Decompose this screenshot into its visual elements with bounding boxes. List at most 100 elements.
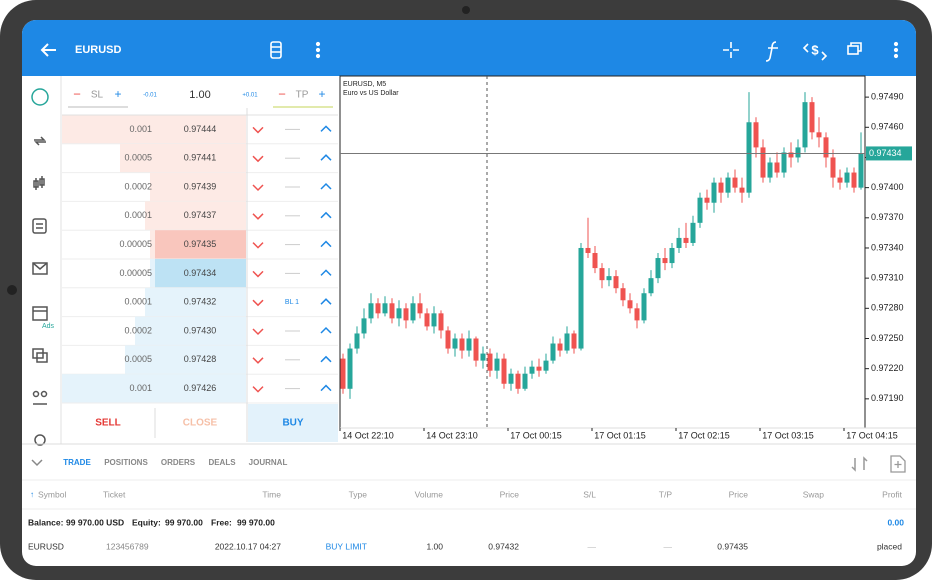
buy-chevron[interactable] xyxy=(320,154,332,161)
column-header[interactable]: Symbol xyxy=(38,489,66,499)
column-header[interactable]: Profit xyxy=(882,489,902,499)
candle-body xyxy=(494,358,500,371)
step-up[interactable]: +0.01 xyxy=(242,93,258,99)
candle-body xyxy=(522,373,528,389)
buy-chevron[interactable] xyxy=(320,384,332,392)
column-header[interactable]: Volume xyxy=(415,489,444,499)
y-tick-label: 0.97310 xyxy=(871,273,904,283)
column-header[interactable]: Price xyxy=(500,489,520,499)
sell-chevron[interactable] xyxy=(252,299,264,307)
cell[interactable]: 0.97435 xyxy=(717,541,748,551)
candle-body xyxy=(795,147,801,158)
depth-volume: 0.00005 xyxy=(119,239,152,249)
column-header[interactable]: Time xyxy=(262,489,281,499)
candle-body xyxy=(403,308,409,321)
tab[interactable]: DEALS xyxy=(208,458,236,467)
cell[interactable]: — xyxy=(588,541,597,551)
chart-subtitle: Euro vs US Dollar xyxy=(343,90,399,97)
sl-plus[interactable]: + xyxy=(114,87,121,101)
y-tick-label: 0.97340 xyxy=(871,242,904,252)
cell[interactable]: 1.00 xyxy=(426,541,443,551)
column-header[interactable]: Price xyxy=(729,489,749,499)
sell-chevron[interactable] xyxy=(252,184,264,192)
toolbar-icons[interactable]: $ xyxy=(270,41,899,62)
candle-body xyxy=(564,333,570,351)
column-header[interactable]: Type xyxy=(349,489,368,499)
buy-button[interactable]: BUY xyxy=(282,418,303,429)
cell[interactable]: EURUSD xyxy=(28,541,64,551)
tab[interactable]: JOURNAL xyxy=(249,458,288,467)
sell-chevron[interactable] xyxy=(252,126,264,134)
best-price xyxy=(155,230,246,259)
depth-price: 0.97441 xyxy=(184,153,217,163)
collapse-icon[interactable] xyxy=(31,459,43,467)
depth-price: 0.97432 xyxy=(184,297,217,307)
depth-volume: 0.0002 xyxy=(124,325,152,335)
sell-button[interactable]: SELL xyxy=(95,418,121,429)
cell[interactable]: 0.97432 xyxy=(488,541,519,551)
buy-chevron[interactable] xyxy=(320,240,332,248)
volume[interactable]: 1.00 xyxy=(189,89,210,101)
depth-volume: 0.00005 xyxy=(119,268,152,278)
step-down[interactable]: -0.01 xyxy=(143,93,157,99)
buy-chevron[interactable] xyxy=(320,211,332,219)
candle-body xyxy=(767,162,773,178)
cell[interactable]: 123456789 xyxy=(106,541,149,551)
sell-chevron[interactable] xyxy=(252,155,264,163)
buy-chevron[interactable] xyxy=(320,355,332,363)
cell[interactable]: BUY LIMIT xyxy=(326,541,367,551)
buy-chevron[interactable] xyxy=(320,298,332,305)
tab[interactable]: POSITIONS xyxy=(104,458,148,467)
candle-body xyxy=(515,373,521,389)
sell-chevron[interactable] xyxy=(252,213,264,220)
tp-minus[interactable]: − xyxy=(278,86,286,101)
sell-chevron[interactable] xyxy=(252,242,264,249)
candle-body xyxy=(578,247,584,349)
depth-price: 0.97435 xyxy=(184,239,217,249)
sort-icon[interactable] xyxy=(851,456,868,472)
candle-body xyxy=(550,343,556,361)
candle-body xyxy=(690,222,696,243)
y-tick-label: 0.97460 xyxy=(871,122,904,132)
sell-chevron[interactable] xyxy=(252,270,264,278)
cell[interactable]: placed xyxy=(877,541,902,551)
column-header[interactable]: S/L xyxy=(583,489,596,499)
candle-body xyxy=(648,278,654,294)
candle-body xyxy=(361,318,367,334)
column-header[interactable]: T/P xyxy=(659,489,673,499)
sidebar-icons[interactable] xyxy=(31,88,49,446)
candle-body xyxy=(438,313,444,331)
buy-bg[interactable] xyxy=(248,404,338,442)
column-header[interactable]: Swap xyxy=(803,489,825,499)
depth-volume: 0.0005 xyxy=(124,354,152,364)
chart-title: EURUSD, M5 xyxy=(343,81,386,88)
candle-body xyxy=(382,303,388,314)
y-tick-label: 0.97400 xyxy=(871,182,904,192)
tp-plus[interactable]: + xyxy=(318,87,325,101)
buy-chevron[interactable] xyxy=(320,182,332,190)
tab[interactable]: ORDERS xyxy=(161,458,196,467)
candle-body xyxy=(487,353,493,371)
candle-body xyxy=(802,102,808,148)
sell-chevron[interactable] xyxy=(252,386,264,393)
back-icon[interactable] xyxy=(40,43,56,57)
tab[interactable]: TRADE xyxy=(63,458,91,467)
candle-body xyxy=(396,308,402,319)
column-header[interactable]: Ticket xyxy=(103,489,126,499)
x-tick-label: 17 Oct 00:15 xyxy=(510,430,562,440)
depth-bar xyxy=(150,172,246,202)
sl-minus[interactable]: − xyxy=(73,86,81,101)
current-price-box xyxy=(866,146,912,161)
new-order-icon[interactable] xyxy=(890,455,906,473)
y-tick-label: 0.97280 xyxy=(871,303,904,313)
buy-chevron[interactable] xyxy=(320,125,332,132)
buy-chevron[interactable] xyxy=(320,269,332,276)
camera xyxy=(462,6,470,14)
cell[interactable]: — xyxy=(664,541,673,551)
sell-chevron[interactable] xyxy=(252,357,264,364)
sell-chevron[interactable] xyxy=(252,328,264,336)
close-button[interactable]: CLOSE xyxy=(183,418,218,429)
buy-chevron[interactable] xyxy=(320,326,332,334)
cell[interactable]: 2022.10.17 04:27 xyxy=(215,541,281,551)
symbol[interactable]: EURUSD xyxy=(75,44,122,56)
